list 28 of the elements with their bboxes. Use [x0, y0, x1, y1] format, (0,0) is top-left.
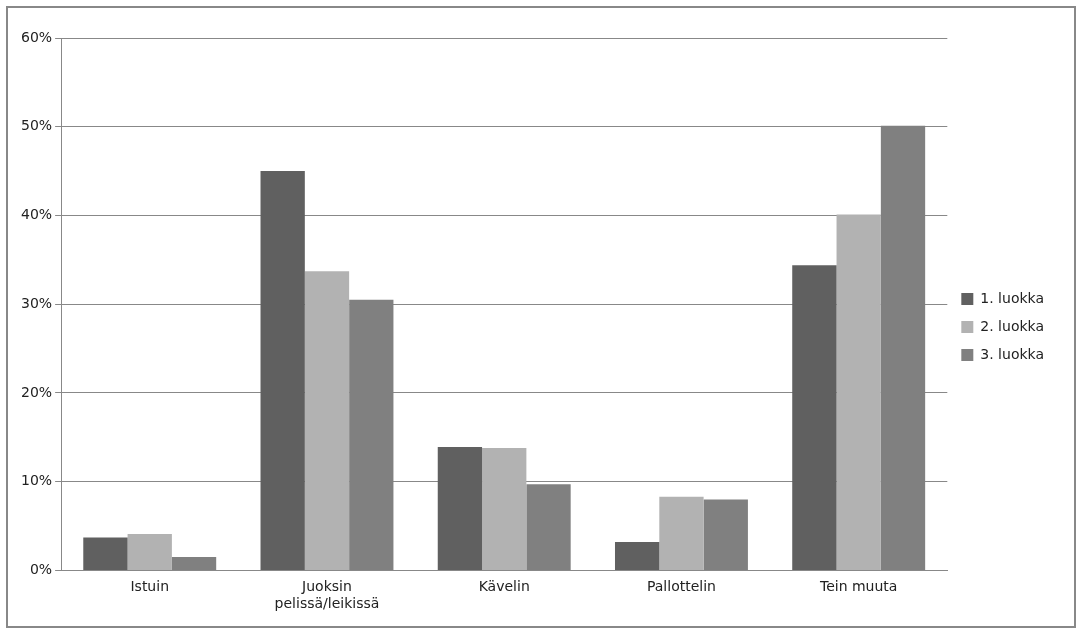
legend-label: 1. luokka [980, 289, 1044, 306]
bar [437, 447, 483, 570]
bar [127, 534, 172, 570]
y-tick-label: 60% [20, 28, 53, 45]
y-tick-label: 10% [20, 472, 53, 489]
y-tick-label: 40% [20, 206, 53, 223]
y-tick-label: 30% [20, 294, 53, 311]
bar [83, 537, 128, 570]
x-tick-label: Pallottelin [646, 578, 716, 595]
x-tick-label: Tein muuta [818, 578, 898, 595]
y-tick-label: 0% [29, 561, 53, 578]
bar [659, 496, 704, 570]
bar [260, 171, 305, 570]
legend-label: 3. luokka [980, 345, 1044, 362]
y-tick-label: 20% [20, 383, 53, 400]
bar [614, 542, 660, 570]
bar [703, 499, 748, 570]
x-tick-label: Istuin [130, 578, 170, 595]
legend-label: 2. luokka [980, 317, 1044, 334]
bar [304, 271, 350, 570]
x-tick-label: Kävelin [478, 578, 530, 595]
bar [836, 214, 881, 570]
bar [526, 484, 571, 570]
bar [482, 447, 527, 570]
bar [792, 265, 837, 570]
x-tick-label: Juoksin pelissä/leikissä [274, 578, 380, 612]
bar [171, 557, 217, 570]
y-tick-label: 50% [20, 117, 53, 134]
